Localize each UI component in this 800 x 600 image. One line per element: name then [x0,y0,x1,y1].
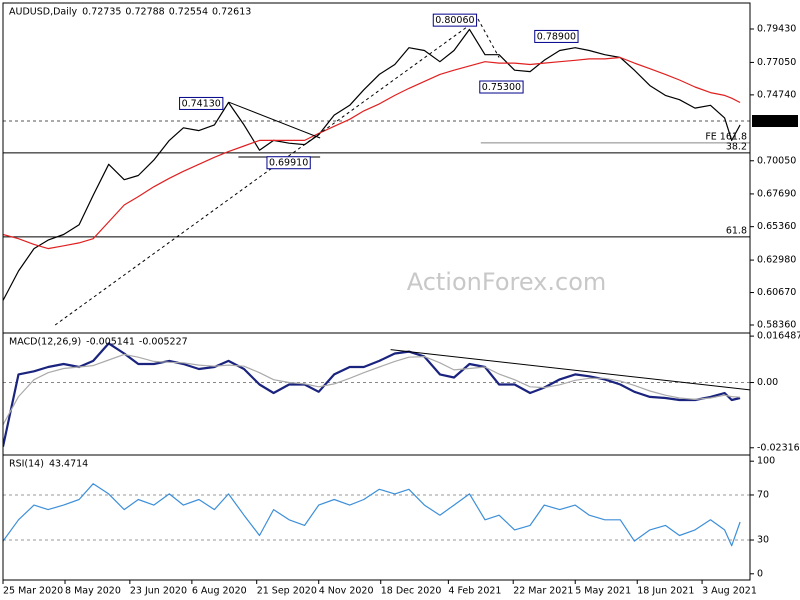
y-tick-label: 0.79430 [757,23,796,34]
annotation-box [179,96,224,110]
y-tick-label: 30 [757,535,769,546]
level-tag: 61.8 [726,225,747,236]
annotation-box [534,29,579,43]
pane-value: 0.72788 [125,7,164,18]
watermark: ActionForex.com [407,268,607,296]
annotation-label: 0.75300 [482,82,521,93]
x-tick-label: 23 Jun 2020 [130,586,187,597]
current-price-label: 0.72880 [756,116,795,127]
x-tick-label: 4 Feb 2021 [448,586,501,597]
pane-value: 43.4714 [49,459,88,470]
pane-title: MACD(12,26,9) [9,337,81,348]
y-tick-label: 0.60670 [757,287,796,298]
y-tick-label: 100 [757,456,775,467]
annotation-box [266,156,311,170]
trendline [390,349,750,391]
y-tick-label: 0.58360 [757,319,796,330]
y-tick-label: -0.023163 [757,442,800,453]
x-tick-label: 5 May 2021 [575,586,631,597]
series-line [3,28,741,301]
x-tick-label: 4 Nov 2020 [319,586,374,597]
pane-value: 0.72735 [82,7,121,18]
x-tick-label: 21 Sep 2020 [257,586,317,597]
level-tag: FE 161.8 [705,131,747,142]
y-tick-label: 0.00 [757,377,778,388]
x-tick-label: 22 Mar 2021 [513,586,573,597]
pane-title: RSI(14) [9,459,44,470]
y-tick-label: 0.77050 [757,57,796,68]
series-line [3,56,741,250]
annotation-label: 0.78900 [537,31,576,42]
pane-value: 0.72554 [169,7,208,18]
y-tick-label: 0.016487 [757,331,800,342]
y-tick-label: 0 [757,568,763,579]
level-tag: 38.2 [726,141,747,152]
x-tick-label: 8 May 2020 [65,586,121,597]
current-price-box [752,115,798,128]
pane-value: 0.72613 [212,7,251,18]
x-tick-label: 6 Aug 2020 [192,586,247,597]
annotation-label: 0.74130 [182,98,221,109]
y-tick-label: 0.62980 [757,255,796,266]
y-tick-label: 0.70050 [757,155,796,166]
trendline [228,101,321,139]
pane [3,483,750,547]
pane-value: -0.005141 [86,337,135,348]
series-line [3,483,741,547]
x-tick-label: 3 Aug 2021 [702,586,757,597]
series-line [3,342,741,447]
annotation-box [479,80,524,94]
x-tick-label: 18 Dec 2020 [381,586,442,597]
y-tick-label: 0.67690 [757,188,796,199]
annotation-box [432,13,478,27]
pane [3,342,750,447]
trendline [477,18,500,58]
series-line [3,353,741,426]
y-tick-label: 0.65360 [757,221,796,232]
x-tick-label: 25 Mar 2020 [3,586,63,597]
x-tick-label: 18 Jun 2021 [637,586,694,597]
y-tick-label: 70 [757,489,769,500]
y-tick-label: 0.74740 [757,89,796,100]
pane-border [2,454,751,581]
annotation-label: 0.80060 [435,15,474,26]
pane-value: -0.005227 [139,337,188,348]
trendline [54,18,479,326]
annotation-label: 0.69910 [269,158,308,169]
pane: FE 161.838.2 61.8 0.74130 0.69910 0.80060 0.7… [3,13,750,326]
pane-title: AUDUSD,Daily [9,7,78,18]
